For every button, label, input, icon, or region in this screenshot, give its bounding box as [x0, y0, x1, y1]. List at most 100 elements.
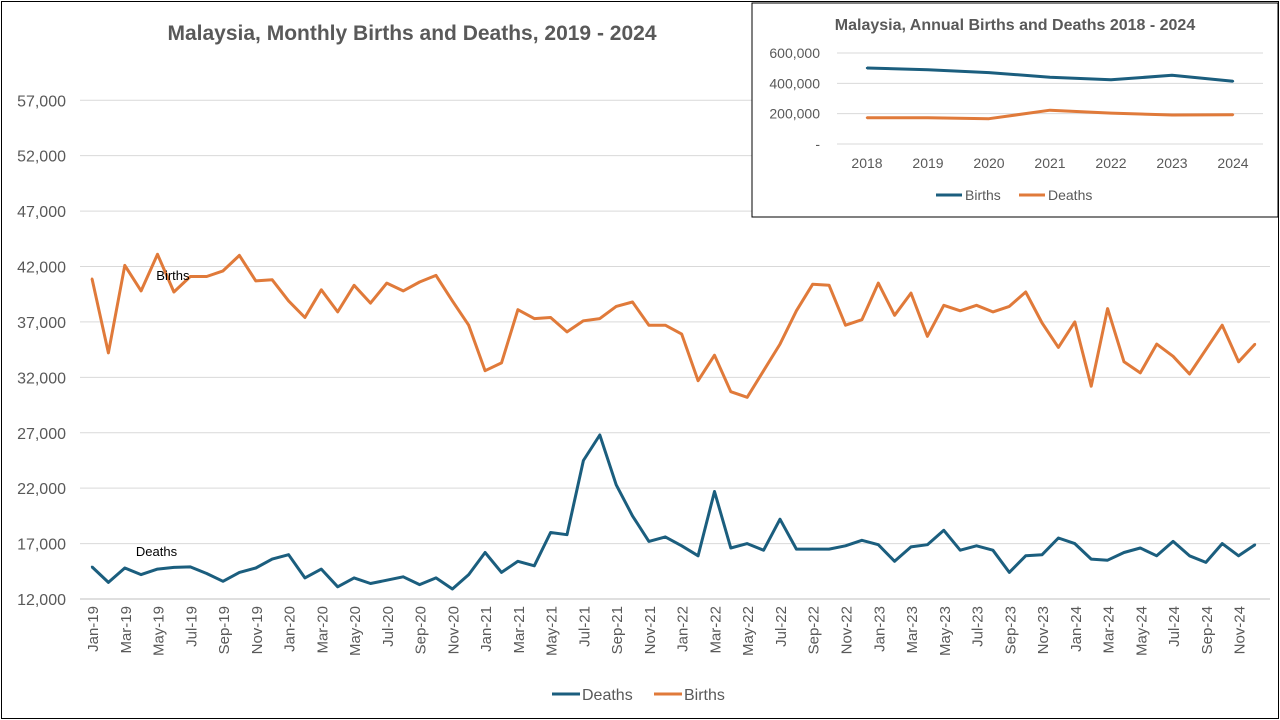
data-point-deaths	[762, 549, 765, 552]
data-point-deaths	[582, 459, 585, 462]
main-x-tick-label: May-23	[937, 606, 954, 656]
main-x-tick-label: Mar-20	[314, 606, 331, 654]
data-point-deaths	[631, 514, 634, 518]
data-point-births	[664, 324, 667, 327]
series-line-deaths	[90, 433, 1256, 591]
inset-legend: Births Deaths	[936, 187, 1092, 203]
inset-data-point-deaths	[1048, 108, 1052, 112]
inset-x-tick-label: 2024	[1217, 155, 1248, 171]
data-point-deaths	[221, 580, 225, 583]
data-point-births	[1237, 360, 1240, 364]
main-x-tick-label: Nov-21	[642, 606, 659, 654]
data-point-births	[795, 309, 798, 313]
data-point-deaths	[467, 573, 470, 576]
inset-y-axis: - 200,000 400,000 600,000	[769, 45, 820, 152]
data-point-deaths	[205, 572, 208, 575]
data-point-births	[352, 284, 356, 287]
data-point-births	[123, 264, 126, 267]
data-point-deaths	[385, 578, 389, 582]
data-point-births	[205, 275, 208, 278]
data-point-births	[729, 390, 733, 393]
data-point-deaths	[1188, 554, 1191, 557]
main-x-tick-label: Jul-21	[576, 606, 593, 647]
data-point-births	[1106, 307, 1109, 310]
data-point-deaths	[1122, 551, 1126, 554]
legend-label-deaths: Deaths	[582, 687, 633, 704]
data-point-births	[172, 290, 176, 294]
data-point-deaths	[123, 566, 126, 570]
main-legend: Deaths Births	[552, 687, 725, 704]
data-point-births	[746, 396, 749, 399]
data-point-deaths	[991, 549, 995, 552]
data-point-deaths	[1024, 554, 1027, 557]
data-point-deaths	[254, 566, 258, 570]
inset-y-tick-label: 600,000	[769, 45, 820, 61]
data-point-deaths	[434, 576, 438, 580]
main-chart-title: Malaysia, Monthly Births and Deaths, 201…	[167, 22, 656, 45]
data-point-deaths	[1204, 561, 1208, 564]
main-x-tick-label: May-20	[347, 606, 364, 656]
data-point-births	[893, 314, 896, 317]
data-point-births	[107, 351, 110, 355]
data-point-deaths	[647, 540, 651, 543]
main-x-tick-label: Jan-22	[675, 606, 692, 652]
data-point-deaths	[844, 544, 847, 547]
annual-chart: Malaysia, Annual Births and Deaths 2018 …	[751, 2, 1279, 218]
data-point-deaths	[860, 539, 864, 542]
main-x-axis: Jan-19 Mar-19 May-19 Jul-19 Sep-19 Nov-19 Jan-…	[85, 606, 1249, 656]
data-point-deaths	[287, 553, 290, 556]
data-point-births	[303, 316, 307, 319]
data-point-births	[238, 254, 241, 257]
data-point-deaths	[1040, 553, 1044, 556]
data-point-deaths	[926, 543, 929, 546]
data-point-deaths	[598, 433, 601, 437]
data-point-deaths	[483, 551, 487, 554]
data-point-births	[287, 299, 290, 303]
inset-y-tick-label: -	[815, 136, 820, 152]
main-y-tick-label: 32,000	[17, 370, 66, 387]
data-point-births	[958, 309, 962, 313]
main-x-tick-label: Nov-19	[249, 606, 266, 654]
data-point-births	[434, 274, 438, 277]
data-point-deaths	[303, 576, 307, 580]
data-point-births	[991, 310, 995, 314]
main-x-tick-label: Sep-24	[1199, 606, 1216, 654]
main-x-tick-label: Nov-24	[1232, 606, 1249, 654]
data-point-births	[860, 318, 864, 321]
data-point-deaths	[1155, 554, 1158, 557]
data-point-births	[647, 324, 651, 327]
data-point-deaths	[270, 557, 274, 561]
data-point-deaths	[238, 571, 241, 574]
inset-data-point-births	[865, 66, 869, 70]
series-line-births	[90, 252, 1257, 399]
main-x-tick-label: Jul-19	[183, 606, 200, 647]
data-point-births	[1122, 360, 1126, 364]
main-x-tick-label: Jan-20	[282, 606, 299, 652]
data-point-births	[582, 319, 585, 323]
main-x-tick-label: Mar-19	[118, 606, 135, 654]
data-point-births	[221, 269, 225, 273]
data-point-births	[336, 310, 339, 314]
inset-data-point-births	[1048, 76, 1052, 79]
data-point-deaths	[516, 560, 520, 563]
data-point-deaths	[1221, 542, 1224, 545]
data-point-deaths	[369, 582, 372, 585]
data-point-births	[1221, 324, 1224, 327]
data-point-births	[533, 317, 536, 320]
data-point-deaths	[696, 554, 700, 557]
inset-legend-label-deaths: Deaths	[1048, 187, 1092, 203]
inset-data-point-deaths	[1109, 111, 1113, 115]
main-x-tick-label: Sep-21	[609, 606, 626, 654]
data-point-births	[762, 369, 765, 372]
data-point-births	[1139, 371, 1142, 375]
series-births	[90, 252, 1257, 399]
main-y-tick-label: 47,000	[17, 204, 66, 221]
inset-data-point-births	[1231, 80, 1235, 83]
main-y-tick-label: 52,000	[17, 149, 66, 166]
data-point-deaths	[975, 544, 978, 547]
data-point-deaths	[778, 518, 782, 521]
data-point-births	[549, 316, 552, 319]
data-point-births	[90, 277, 94, 280]
data-point-deaths	[549, 531, 552, 534]
annotation-deaths: Deaths	[136, 544, 178, 559]
